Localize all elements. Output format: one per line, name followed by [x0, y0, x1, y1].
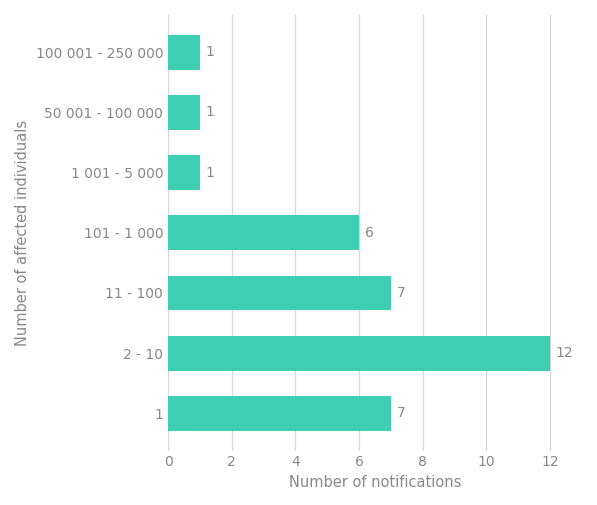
X-axis label: Number of notifications: Number of notifications: [289, 475, 461, 490]
Y-axis label: Number of affected individuals: Number of affected individuals: [15, 120, 30, 346]
Text: 1: 1: [205, 45, 214, 59]
Bar: [168, 336, 550, 371]
Text: 12: 12: [556, 346, 574, 360]
Text: 7: 7: [396, 286, 405, 300]
Bar: [168, 35, 200, 70]
Text: 6: 6: [365, 226, 374, 240]
Bar: [168, 155, 200, 190]
Text: 1: 1: [205, 166, 214, 180]
Bar: [168, 95, 200, 130]
Bar: [168, 396, 391, 431]
Bar: [168, 276, 391, 311]
Bar: [168, 215, 359, 250]
Text: 7: 7: [396, 407, 405, 420]
Text: 1: 1: [205, 106, 214, 119]
